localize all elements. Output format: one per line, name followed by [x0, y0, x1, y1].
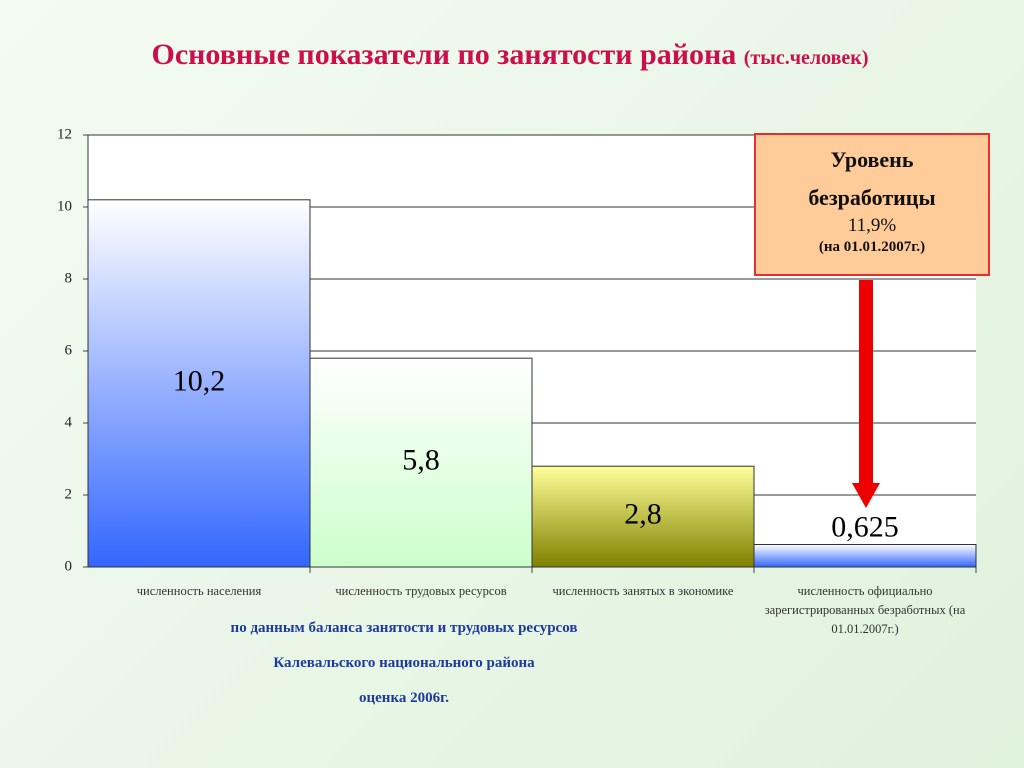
y-tick-label: 4 — [65, 414, 73, 430]
x-tick-label: численность официально зарегистрированны… — [764, 584, 966, 636]
value-label: 5,8 — [402, 443, 440, 476]
annotation-line: Уровень — [830, 147, 914, 172]
annotation-box: Уровень безработицы 11,9% (на 01.01.2007… — [754, 133, 990, 276]
bar — [531, 465, 755, 568]
arrow-shaft — [859, 280, 873, 485]
bar — [87, 199, 311, 568]
note: оценка 2006г. — [359, 690, 449, 706]
y-tick-label: 0 — [65, 558, 73, 574]
x-tick-label: численность занятых в экономике — [552, 584, 734, 598]
x-tick-label: численность трудовых ресурсов — [335, 584, 507, 598]
annotation-line: безработицы — [808, 185, 936, 210]
annotation-date: (на 01.01.2007г.) — [818, 239, 926, 255]
note: по данным баланса занятости и трудовых р… — [230, 620, 578, 636]
value-label: 0,625 — [831, 510, 899, 543]
y-tick-label: 2 — [65, 486, 73, 502]
value-label: 2,8 — [624, 497, 662, 530]
x-tick-label: численность населения — [136, 584, 262, 598]
bar — [753, 544, 977, 568]
title: Основные показатели по занятости района … — [0, 38, 1020, 72]
note: Калевальского национального района — [273, 655, 535, 671]
y-tick-label: 8 — [65, 270, 73, 286]
value-label: 10,2 — [173, 364, 226, 397]
y-tick-label: 12 — [57, 126, 72, 142]
title-text: Основные показатели по занятости района — [151, 38, 737, 71]
annotation-value: 11,9% — [847, 215, 897, 236]
y-tick-label: 6 — [65, 342, 73, 358]
title-unit: (тыс.человек) — [743, 47, 869, 69]
bar — [309, 357, 533, 568]
y-tick-label: 10 — [57, 198, 72, 214]
arrow-head — [852, 483, 880, 508]
